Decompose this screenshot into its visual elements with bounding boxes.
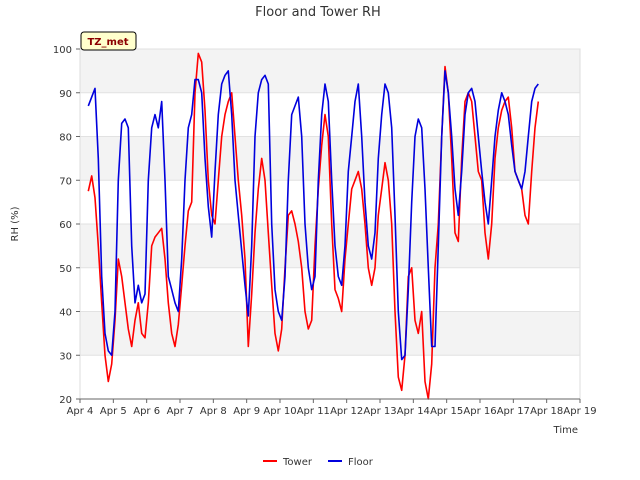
y-tick-label-20: 20 [59,395,72,406]
x-tick-label-12: Apr 12 [330,406,363,417]
y-tick-label-50: 50 [59,264,72,275]
y-tick-label-30: 30 [59,351,72,362]
legend-label-floor: Floor [348,457,374,468]
y-tick-label-100: 100 [53,45,72,56]
band-40-50 [80,267,580,312]
site-badge: TZ_met [80,31,137,51]
y-tick-label-40: 40 [59,308,72,319]
x-tick-label-18: Apr 18 [530,406,563,417]
x-tick-label-16: Apr 16 [463,406,496,417]
y-axis-ticks: 20 30 40 50 60 70 80 90 100 [53,45,80,406]
band-30-40 [80,311,580,356]
band-50-60 [80,224,580,268]
series-line-floor [87,70,539,361]
y-axis-title: RH (%) [10,206,21,241]
x-tick-label-10: Apr 10 [263,406,296,417]
y-tick-label-90: 90 [59,89,72,100]
x-tick-label-15: Apr 15 [430,406,463,417]
x-tick-label-14: Apr 14 [397,406,430,417]
x-axis-ticks: Apr 4 Apr 5 Apr 6 Apr 7 Apr 8 Apr 9 Apr 10 Apr … [67,398,597,417]
x-tick-label-5: Apr 5 [100,406,127,417]
site-badge-label: TZ_met [87,37,128,48]
x-tick-label-13: Apr 13 [363,406,396,417]
band-90-100 [80,49,580,93]
x-tick-label-8: Apr 8 [200,406,227,417]
y-tick-label-60: 60 [59,220,72,231]
x-tick-label-9: Apr 9 [233,406,260,417]
chart-title: Floor and Tower RH [255,5,381,20]
band-20-30 [80,355,580,399]
background-bands [79,48,581,400]
x-tick-label-11: Apr 11 [297,406,330,417]
y-tick-label-70: 70 [59,176,72,187]
x-tick-label-19: Apr 19 [563,406,596,417]
legend: Tower Floor [263,457,374,468]
x-tick-label-17: Apr 17 [497,406,530,417]
series-layer [87,52,540,400]
site-badge-box [80,31,137,51]
y-tick-label-80: 80 [59,133,72,144]
x-axis-title: Time [553,425,578,436]
x-tick-label-6: Apr 6 [133,406,160,417]
x-tick-label-4: Apr 4 [67,406,94,417]
x-tick-label-7: Apr 7 [167,406,194,417]
legend-label-tower: Tower [282,457,313,468]
